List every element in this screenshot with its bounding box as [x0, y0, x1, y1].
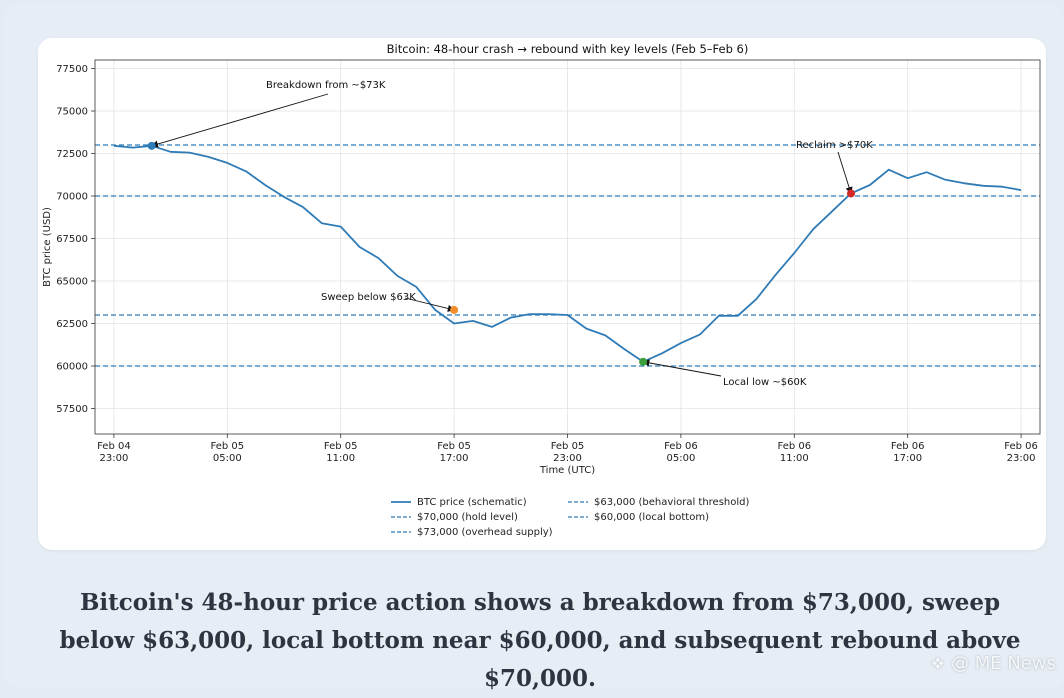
- x-tick-label-day: Feb 06: [777, 441, 811, 452]
- annotation-marker: [847, 189, 855, 198]
- annotation-label: Local low ~$60K: [723, 377, 807, 388]
- y-tick-label: 57500: [56, 404, 88, 415]
- annotation-arrow: [837, 151, 853, 195]
- annotation-arrow: [150, 93, 329, 148]
- x-tick-label-time: 23:00: [99, 453, 128, 464]
- legend-label: $70,000 (hold level): [417, 512, 518, 523]
- y-tick-label: 70000: [56, 192, 88, 203]
- y-tick-label: 75000: [56, 107, 88, 118]
- annotation-label: Sweep below $63K: [321, 292, 416, 303]
- x-tick-label-day: Feb 06: [1004, 441, 1038, 452]
- x-tick-label-time: 23:00: [1007, 453, 1036, 464]
- x-tick-label-day: Feb 05: [551, 441, 585, 452]
- x-tick-label-time: 11:00: [780, 453, 809, 464]
- annotation-marker: [147, 141, 156, 150]
- x-tick-label-time: 05:00: [213, 453, 242, 464]
- annotation-marker: [639, 357, 648, 366]
- y-tick-label: 62500: [56, 319, 88, 330]
- annotation-label: Reclaim >$70K: [796, 140, 873, 151]
- x-axis-label: Time (UTC): [539, 465, 595, 476]
- annotation-arrow: [642, 359, 722, 377]
- x-tick-label-day: Feb 06: [664, 441, 698, 452]
- watermark: ❖ @ ME News: [931, 653, 1056, 674]
- x-tick-label-time: 17:00: [440, 453, 469, 464]
- x-tick-label-time: 23:00: [553, 453, 582, 464]
- series-line: [113, 144, 1022, 363]
- annotation-marker: [450, 305, 459, 314]
- y-tick-label: 77500: [56, 64, 88, 75]
- annotation-arrow: [404, 297, 455, 312]
- x-tick-label-time: 17:00: [893, 453, 922, 464]
- chart-title: Bitcoin: 48-hour crash → rebound with ke…: [387, 42, 749, 56]
- watermark-text: @ ME News: [951, 653, 1056, 674]
- legend-label: $73,000 (overhead supply): [417, 527, 553, 538]
- caption: Bitcoin's 48-hour price action shows a b…: [59, 589, 1021, 692]
- chart-card: 57500 60000 62500 65000 67500 70000 72500 75000…: [38, 38, 1046, 550]
- x-tick-label-day: Feb 06: [891, 441, 925, 452]
- x-tick-label-time: 11:00: [326, 453, 355, 464]
- chart-svg: 57500 60000 62500 65000 67500 70000 72500 75000…: [42, 42, 1041, 538]
- y-tick-label: 65000: [56, 277, 88, 288]
- legend-label: $60,000 (local bottom): [594, 512, 709, 523]
- x-tick-label-day: Feb 05: [437, 441, 471, 452]
- y-tick-label: 72500: [56, 149, 88, 160]
- annotation-label: Breakdown from ~$73K: [266, 80, 386, 91]
- y-axis-label: BTC price (USD): [42, 207, 53, 287]
- legend-label: BTC price (schematic): [417, 497, 527, 508]
- legend-label: $63,000 (behavioral threshold): [594, 497, 750, 508]
- x-tick-label-day: Feb 05: [210, 441, 244, 452]
- watermark-logo-icon: ❖: [930, 654, 945, 673]
- y-tick-label: 60000: [56, 362, 88, 373]
- x-tick-label-day: Feb 05: [324, 441, 358, 452]
- y-tick-label: 67500: [56, 234, 88, 245]
- x-tick-label-time: 05:00: [666, 453, 695, 464]
- x-tick-label-day: Feb 04: [97, 441, 131, 452]
